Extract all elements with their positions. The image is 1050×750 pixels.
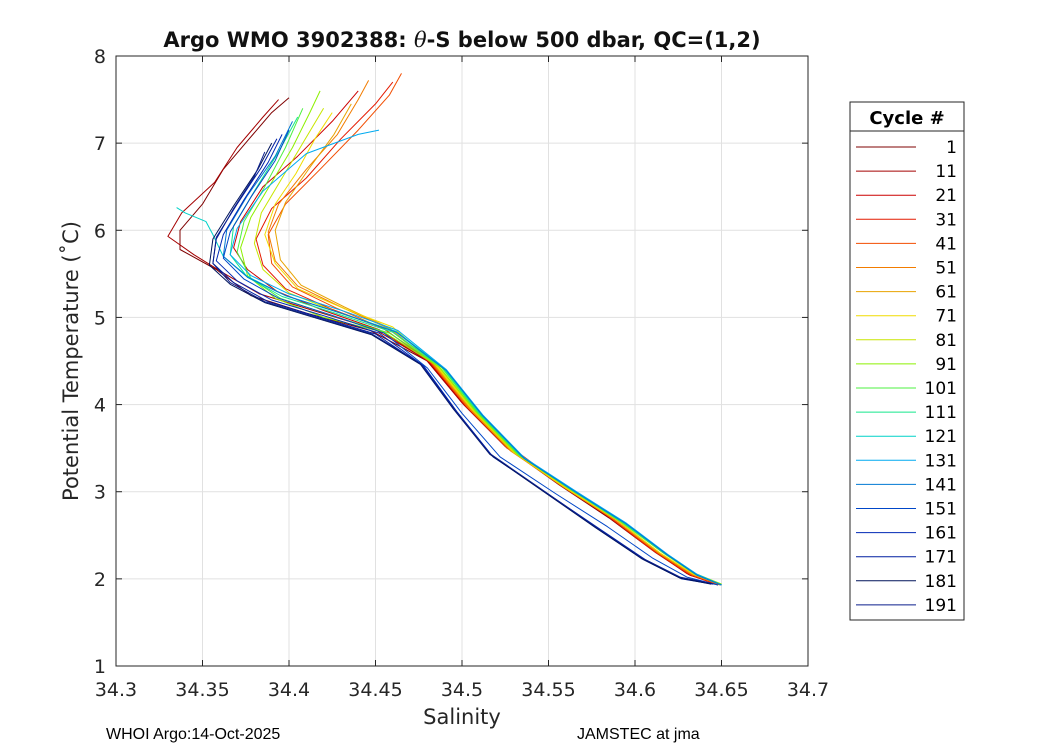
x-axis-ticks: 34.3 34.35 34.4 34.45 34.5 34.55 34.6 34.65 34.7 (95, 56, 829, 701)
legend-label-cycle-51: 51 (935, 259, 957, 279)
legend: Cycle # 11121314151617181911011111211311… (849, 101, 965, 621)
x-tick-label: 34.5 (441, 679, 483, 701)
footer-left: WHOI Argo:14-Oct-2025 (106, 726, 281, 743)
series-line-cycle-191 (212, 151, 712, 584)
y-tick-label: 5 (94, 307, 106, 329)
series-line-cycle-141 (222, 121, 722, 586)
x-tick-label: 34.65 (694, 679, 748, 701)
series-line-cycle-151 (222, 129, 719, 586)
series-line-cycle-181 (208, 142, 712, 585)
series-line-cycle-51 (267, 80, 720, 585)
legend-items: 1112131415161718191101111121131141151161… (856, 138, 957, 616)
legend-label-cycle-191: 191 (925, 596, 957, 616)
y-tick-label: 3 (94, 482, 106, 504)
y-axis-ticks: 1 2 3 4 5 6 7 8 (94, 46, 808, 678)
y-axis-label: Potential Temperature (˚C) (59, 221, 83, 501)
legend-label-cycle-91: 91 (935, 355, 957, 375)
legend-title: Cycle # (869, 108, 944, 129)
legend-label-cycle-41: 41 (935, 234, 957, 254)
legend-label-cycle-21: 21 (935, 186, 957, 206)
x-tick-label: 34.55 (521, 679, 575, 701)
x-tick-label: 34.45 (348, 679, 402, 701)
y-tick-label: 8 (94, 46, 106, 68)
title-part-1: Argo WMO 3902388: (163, 28, 414, 52)
title-part-2: -S below 500 dbar, QC=(1,2) (427, 28, 761, 52)
title-theta: θ (414, 28, 427, 52)
legend-label-cycle-151: 151 (925, 500, 957, 520)
footer-right: JAMSTEC at jma (577, 726, 700, 743)
legend-label-cycle-31: 31 (935, 210, 957, 230)
x-tick-label: 34.7 (787, 679, 829, 701)
legend-label-cycle-121: 121 (925, 427, 957, 447)
y-tick-label: 6 (94, 220, 106, 242)
legend-label-cycle-81: 81 (935, 331, 957, 351)
series-line-cycle-131 (229, 129, 722, 586)
legend-label-cycle-131: 131 (925, 451, 957, 471)
x-tick-label: 34.6 (614, 679, 656, 701)
chart-title: Argo WMO 3902388: θ-S below 500 dbar, QC… (163, 28, 760, 52)
legend-label-cycle-161: 161 (925, 524, 957, 544)
legend-label-cycle-61: 61 (935, 283, 957, 303)
legend-label-cycle-71: 71 (935, 307, 957, 327)
series-line-cycle-71 (264, 112, 722, 586)
legend-label-cycle-1: 1 (946, 138, 957, 158)
x-axis-label: Salinity (423, 705, 501, 729)
legend-label-cycle-171: 171 (925, 548, 957, 568)
legend-label-cycle-181: 181 (925, 572, 957, 592)
legend-label-cycle-141: 141 (925, 475, 957, 495)
legend-label-cycle-11: 11 (935, 162, 957, 182)
y-tick-label: 4 (94, 395, 106, 417)
series-line-cycle-161 (215, 134, 715, 585)
series-line-cycle-101 (236, 108, 722, 586)
x-tick-label: 34.35 (175, 679, 229, 701)
legend-box (849, 101, 965, 621)
y-tick-label: 1 (94, 656, 106, 678)
legend-label-cycle-101: 101 (925, 379, 957, 399)
y-tick-label: 2 (94, 569, 106, 591)
y-tick-label: 7 (94, 133, 106, 155)
x-tick-label: 34.4 (268, 679, 310, 701)
legend-label-cycle-111: 111 (925, 403, 957, 423)
series-lines (167, 73, 722, 586)
x-tick-label: 34.3 (95, 679, 137, 701)
